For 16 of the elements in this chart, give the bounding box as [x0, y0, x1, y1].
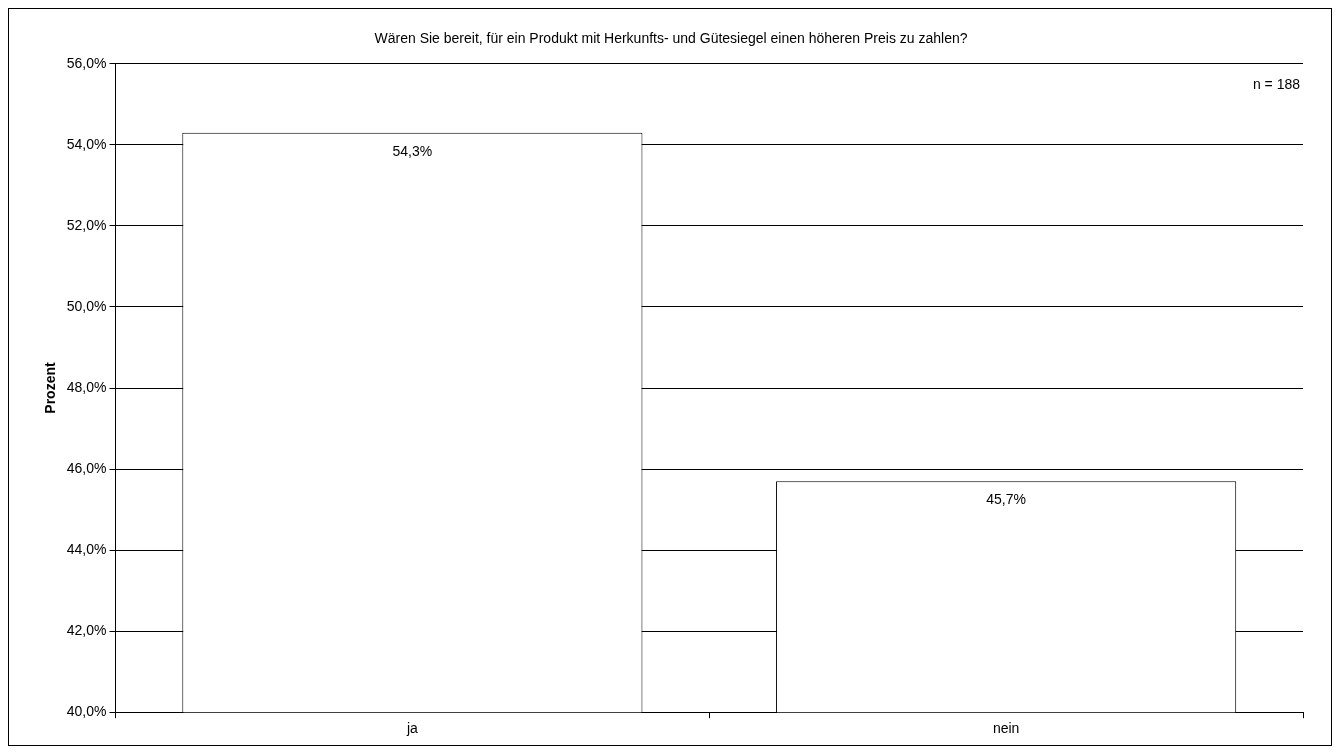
y-tick-label: 52,0%: [66, 216, 107, 233]
annotation: n = 188: [1252, 75, 1301, 92]
y-tick-label: 46,0%: [66, 459, 107, 476]
y-tick-label: 42,0%: [66, 622, 107, 639]
chart-title: Wären Sie bereit, für ein Produkt mit Herkunfts- und Gütesiegel einen höheren Preis zu zahlen?: [374, 30, 968, 47]
y-axis-title: Prozent: [42, 362, 59, 414]
x-tick-label: ja: [405, 720, 419, 737]
x-tick-label: nein: [992, 720, 1020, 737]
y-tick-label: 50,0%: [66, 297, 107, 314]
y-tick-label: 44,0%: [66, 540, 107, 557]
y-tick-label: 54,0%: [66, 135, 107, 152]
data-label: 54,3%: [392, 142, 433, 159]
y-tick-label: 40,0%: [66, 703, 107, 720]
y-tick-label: 48,0%: [66, 378, 107, 395]
data-label: 45,7%: [986, 491, 1026, 508]
y-tick-label: 56,0%: [66, 54, 107, 71]
